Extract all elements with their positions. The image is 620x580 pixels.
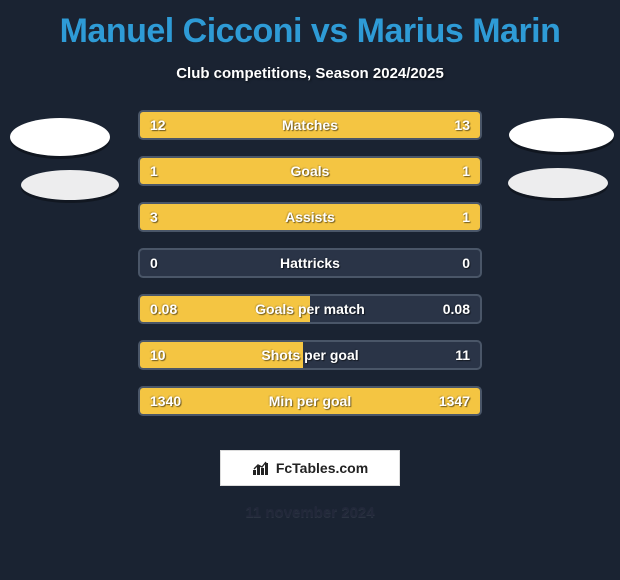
stat-label: Shots per goal — [261, 347, 358, 363]
player1-avatar-bottom — [21, 170, 119, 200]
stat-fill-right — [310, 158, 480, 184]
stat-fill-left — [140, 204, 388, 230]
stat-value-right: 1 — [462, 163, 470, 179]
player2-avatar-bottom — [508, 168, 608, 198]
stat-value-left: 1 — [150, 163, 158, 179]
page-subtitle: Club competitions, Season 2024/2025 — [0, 65, 620, 82]
stat-row: 0.08 Goals per match 0.08 — [138, 294, 482, 324]
stat-label: Assists — [285, 209, 335, 225]
stat-row: 1 Goals 1 — [138, 156, 482, 186]
page-title: Manuel Cicconi vs Marius Marin — [0, 0, 620, 51]
stat-label: Goals — [291, 163, 330, 179]
player2-avatar-top — [509, 118, 614, 152]
brand-badge: FcTables.com — [220, 450, 400, 486]
stat-fill-left — [140, 158, 310, 184]
stat-value-left: 1340 — [150, 393, 181, 409]
stat-value-left: 0.08 — [150, 301, 177, 317]
stats-area: 12Matches131Goals13Assists10Hattricks00.… — [0, 110, 620, 430]
stat-row: 12 Matches 13 — [138, 110, 482, 140]
stat-label: Matches — [282, 117, 338, 133]
stat-rows: 12Matches131Goals13Assists10Hattricks00.… — [138, 110, 482, 432]
stat-row: 0 Hattricks 0 — [138, 248, 482, 278]
player1-avatar-top — [10, 118, 110, 156]
stat-value-right: 13 — [454, 117, 470, 133]
stat-value-right: 1 — [462, 209, 470, 225]
stat-label: Min per goal — [269, 393, 351, 409]
brand-label: FcTables.com — [276, 460, 368, 476]
stat-value-left: 12 — [150, 117, 166, 133]
stat-row: 1340 Min per goal 1347 — [138, 386, 482, 416]
stat-value-left: 10 — [150, 347, 166, 363]
stat-value-left: 3 — [150, 209, 158, 225]
stat-value-right: 1347 — [439, 393, 470, 409]
chart-icon — [252, 460, 270, 476]
stat-value-right: 0 — [462, 255, 470, 271]
stat-row: 3 Assists 1 — [138, 202, 482, 232]
stat-row: 10 Shots per goal 11 — [138, 340, 482, 370]
stat-value-left: 0 — [150, 255, 158, 271]
stat-value-right: 0.08 — [443, 301, 470, 317]
footer-date: 11 november 2024 — [0, 504, 620, 521]
stat-label: Goals per match — [255, 301, 365, 317]
stat-value-right: 11 — [455, 347, 470, 363]
stat-label: Hattricks — [280, 255, 340, 271]
